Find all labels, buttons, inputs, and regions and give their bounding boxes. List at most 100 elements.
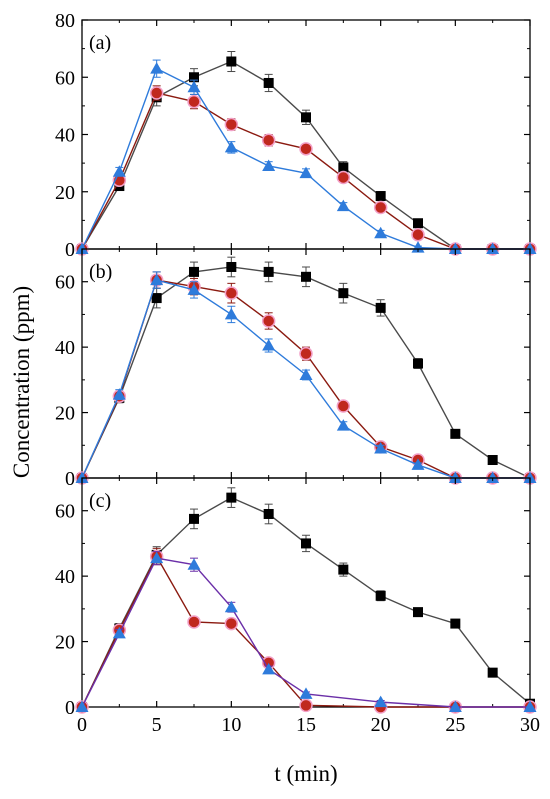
y-tick-label: 60 xyxy=(55,501,75,523)
data-point-square xyxy=(338,564,349,575)
data-point-triangle xyxy=(523,471,537,483)
chart-panel-1: 0 20 40 60 80 (a) xyxy=(55,10,537,261)
y-tick-label: 20 xyxy=(55,403,75,425)
data-point-triangle xyxy=(262,339,276,351)
data-point-square xyxy=(375,191,386,202)
data-point-square xyxy=(189,266,199,277)
data-point-triangle xyxy=(75,242,89,254)
x-tick-label: 10 xyxy=(221,714,241,736)
data-point-triangle xyxy=(75,471,89,483)
data-point-square xyxy=(151,293,162,304)
panel-label: (c) xyxy=(89,490,111,512)
data-point-triangle xyxy=(150,551,164,564)
data-point-square xyxy=(301,538,311,549)
data-point-circle xyxy=(187,615,201,629)
data-point-circle xyxy=(299,142,313,156)
chart-panel-3: 0 20 40 60 0 5 10 15 20 25 30 (c) xyxy=(55,477,540,736)
data-point-circle xyxy=(224,117,239,132)
data-point-square xyxy=(189,72,199,83)
data-point-triangle xyxy=(112,626,126,639)
data-point-circle xyxy=(299,346,313,361)
y-tick-label: 40 xyxy=(55,337,75,359)
data-point-square xyxy=(263,77,274,88)
data-point-triangle xyxy=(150,62,164,74)
data-point-square xyxy=(263,266,274,277)
data-point-triangle xyxy=(448,700,462,712)
x-tick-label: 20 xyxy=(371,714,391,736)
y-tick-label: 0 xyxy=(65,697,75,719)
data-point-triangle xyxy=(75,700,89,712)
data-point-square xyxy=(226,492,237,503)
y-tick-label: 60 xyxy=(55,67,75,89)
chart-panel-2: 0 20 40 60 (b) xyxy=(55,248,537,490)
data-point-circle xyxy=(373,200,388,215)
data-point-square xyxy=(301,112,311,123)
y-tick-label: 40 xyxy=(55,566,75,588)
data-point-square xyxy=(226,261,237,272)
y-tick-label: 20 xyxy=(55,632,75,654)
data-point-square xyxy=(189,513,199,524)
y-tick-label: 60 xyxy=(55,272,75,294)
data-point-triangle xyxy=(374,226,388,239)
data-point-square xyxy=(226,56,237,67)
plot-frame xyxy=(81,477,531,708)
plot-frame xyxy=(81,19,531,250)
y-tick-label: 20 xyxy=(55,182,75,204)
data-point-circle xyxy=(336,399,351,413)
data-point-circle xyxy=(261,314,276,328)
data-point-triangle xyxy=(523,700,537,712)
data-point-square xyxy=(413,358,423,369)
data-point-square xyxy=(375,302,386,313)
data-point-square xyxy=(487,455,498,466)
data-point-square xyxy=(487,667,498,678)
y-tick-label: 0 xyxy=(65,468,75,490)
data-point-square xyxy=(338,162,349,173)
data-point-circle xyxy=(224,616,239,631)
y-tick-label: 0 xyxy=(65,239,75,261)
y-tick-label: 80 xyxy=(55,10,75,32)
x-tick-label: 30 xyxy=(520,714,540,736)
data-point-triangle xyxy=(187,558,201,570)
data-point-circle xyxy=(336,170,351,185)
series-line xyxy=(81,496,531,708)
data-point-circle xyxy=(299,698,313,713)
data-point-circle xyxy=(411,227,425,242)
series-triangle xyxy=(75,551,537,712)
x-tick-label: 5 xyxy=(152,714,162,736)
data-point-triangle xyxy=(336,419,350,431)
data-point-square xyxy=(338,288,349,299)
y-axis-title: Concentration (ppm) xyxy=(9,286,34,478)
series-square xyxy=(77,487,535,712)
data-point-triangle xyxy=(112,165,126,177)
data-point-triangle xyxy=(224,140,238,153)
data-point-triangle xyxy=(486,471,500,483)
y-tick-label: 40 xyxy=(55,125,75,147)
data-point-circle xyxy=(149,86,164,100)
data-point-triangle xyxy=(187,80,201,93)
data-point-circle xyxy=(261,133,276,147)
data-point-square xyxy=(301,271,311,282)
data-point-triangle xyxy=(224,307,238,320)
data-point-triangle xyxy=(262,159,276,171)
data-point-triangle xyxy=(374,695,388,708)
series-line xyxy=(81,557,530,708)
data-point-triangle xyxy=(411,458,425,470)
series-triangle xyxy=(75,59,537,254)
data-point-triangle xyxy=(374,442,388,454)
series-line xyxy=(81,67,530,250)
data-point-square xyxy=(450,618,461,629)
data-point-triangle xyxy=(299,368,313,380)
x-tick-label: 15 xyxy=(296,714,316,736)
data-point-triangle xyxy=(336,199,350,212)
data-point-square xyxy=(413,607,423,618)
x-tick-label: 25 xyxy=(445,714,465,736)
panel-label: (a) xyxy=(89,32,111,54)
x-tick-label: 0 xyxy=(77,714,87,736)
data-point-triangle xyxy=(411,241,425,253)
data-point-triangle xyxy=(112,388,126,400)
data-point-triangle xyxy=(299,687,313,699)
data-point-triangle xyxy=(448,242,462,254)
data-point-circle xyxy=(187,94,201,109)
data-point-triangle xyxy=(299,166,313,179)
